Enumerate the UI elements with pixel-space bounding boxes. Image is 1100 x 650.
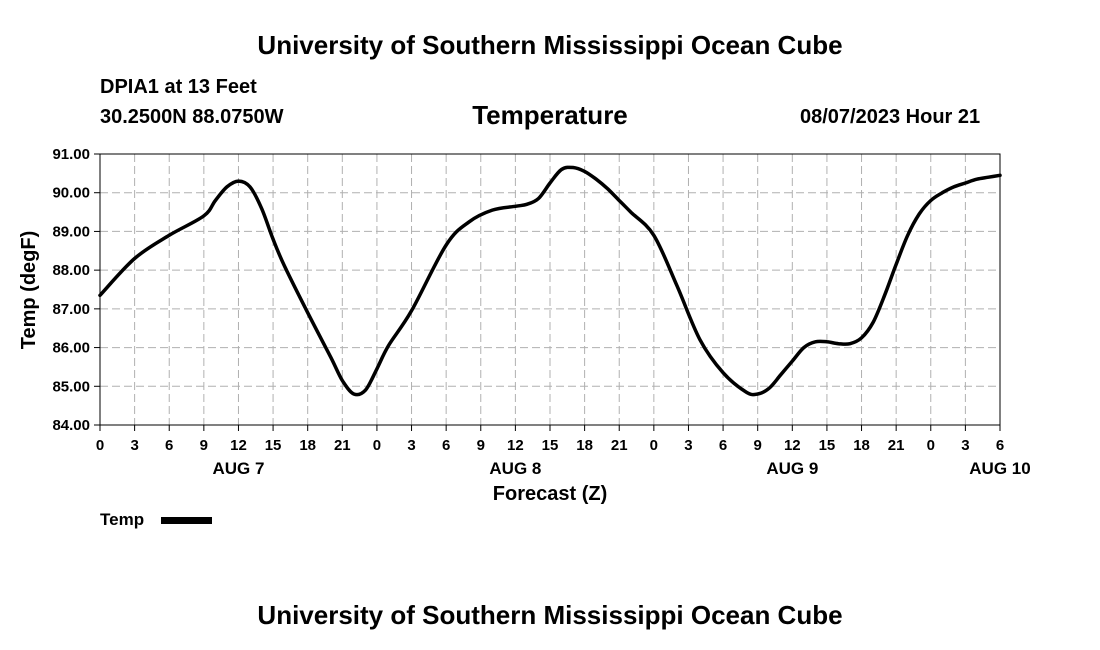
x-tick-label: 0 <box>373 437 381 454</box>
x-tick-label: 9 <box>200 437 208 454</box>
station-label: DPIA1 at 13 Feet <box>100 76 257 98</box>
day-label: AUG 10 <box>969 459 1030 478</box>
y-tick-label: 89.00 <box>52 223 90 240</box>
x-tick-label: 3 <box>407 437 415 454</box>
legend-swatch <box>161 517 212 524</box>
y-tick-label: 85.00 <box>52 378 90 395</box>
x-tick-label: 21 <box>888 437 905 454</box>
day-label: AUG 9 <box>766 459 818 478</box>
x-tick-label: 0 <box>650 437 658 454</box>
x-tick-label: 6 <box>165 437 173 454</box>
y-tick-label: 86.00 <box>52 340 90 357</box>
temp-series-line <box>98 165 1002 397</box>
footer-title: University of Southern Mississippi Ocean… <box>257 600 843 630</box>
forecast-date-label: 08/07/2023 Hour 21 <box>800 106 981 128</box>
x-tick-label: 6 <box>996 437 1004 454</box>
x-tick-label: 21 <box>334 437 351 454</box>
page-title: University of Southern Mississippi Ocean… <box>257 30 843 60</box>
x-tick-label: 6 <box>719 437 727 454</box>
y-tick-label: 87.00 <box>52 301 90 318</box>
x-tick-label: 3 <box>684 437 692 454</box>
x-tick-label: 18 <box>299 437 316 454</box>
x-tick-label: 12 <box>507 437 524 454</box>
x-axis-label: Forecast (Z) <box>493 483 607 505</box>
y-tick-label: 91.00 <box>52 146 90 163</box>
chart-title: Temperature <box>472 100 628 130</box>
x-tick-label: 18 <box>576 437 593 454</box>
chart-axes: 84.00 85.00 86.00 87.00 88.00 89.00 90.00 91.00… <box>52 146 1030 478</box>
temperature-chart: Temperature 84.00 85.00 86.00 87.00 88.00 89.… <box>18 100 1031 529</box>
x-tick-label: 0 <box>96 437 104 454</box>
day-label: AUG 8 <box>489 459 541 478</box>
x-tick-label: 9 <box>477 437 485 454</box>
x-tick-label: 6 <box>442 437 450 454</box>
y-tick-label: 88.00 <box>52 262 90 279</box>
y-axis-label: Temp (degF) <box>18 231 40 350</box>
x-tick-label: 3 <box>961 437 969 454</box>
y-tick-label: 90.00 <box>52 185 90 202</box>
x-tick-label: 9 <box>754 437 762 454</box>
x-tick-label: 3 <box>130 437 138 454</box>
x-tick-label: 18 <box>853 437 870 454</box>
chart-grid <box>100 153 1000 425</box>
x-tick-label: 15 <box>542 437 559 454</box>
x-tick-label: 12 <box>230 437 247 454</box>
day-label: AUG 7 <box>212 459 264 478</box>
y-tick-label: 84.00 <box>52 417 90 434</box>
legend-label: Temp <box>100 510 144 529</box>
x-tick-label: 0 <box>927 437 935 454</box>
x-tick-label: 15 <box>819 437 836 454</box>
coordinates-label: 30.2500N 88.0750W <box>100 106 284 128</box>
x-tick-label: 15 <box>265 437 282 454</box>
x-tick-label: 12 <box>784 437 801 454</box>
x-tick-label: 21 <box>611 437 628 454</box>
